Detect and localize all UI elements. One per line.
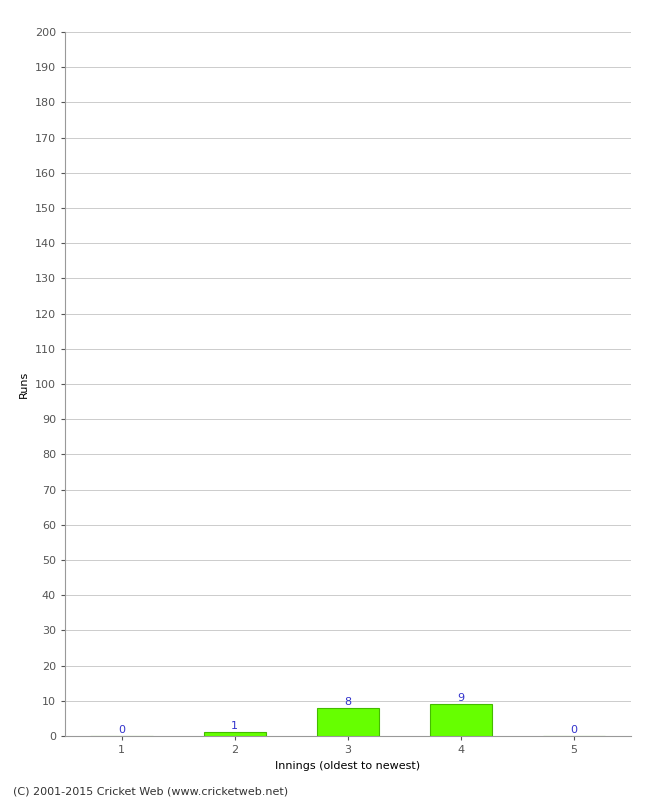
Bar — [317, 708, 379, 736]
Text: 9: 9 — [458, 694, 464, 703]
Text: 0: 0 — [571, 725, 577, 735]
Text: 8: 8 — [344, 697, 351, 706]
Text: 0: 0 — [118, 725, 125, 735]
Bar — [430, 704, 492, 736]
Y-axis label: Runs: Runs — [20, 370, 29, 398]
Bar — [203, 733, 266, 736]
X-axis label: Innings (oldest to newest): Innings (oldest to newest) — [275, 761, 421, 770]
Text: (C) 2001-2015 Cricket Web (www.cricketweb.net): (C) 2001-2015 Cricket Web (www.cricketwe… — [13, 786, 288, 796]
Text: 1: 1 — [231, 722, 238, 731]
